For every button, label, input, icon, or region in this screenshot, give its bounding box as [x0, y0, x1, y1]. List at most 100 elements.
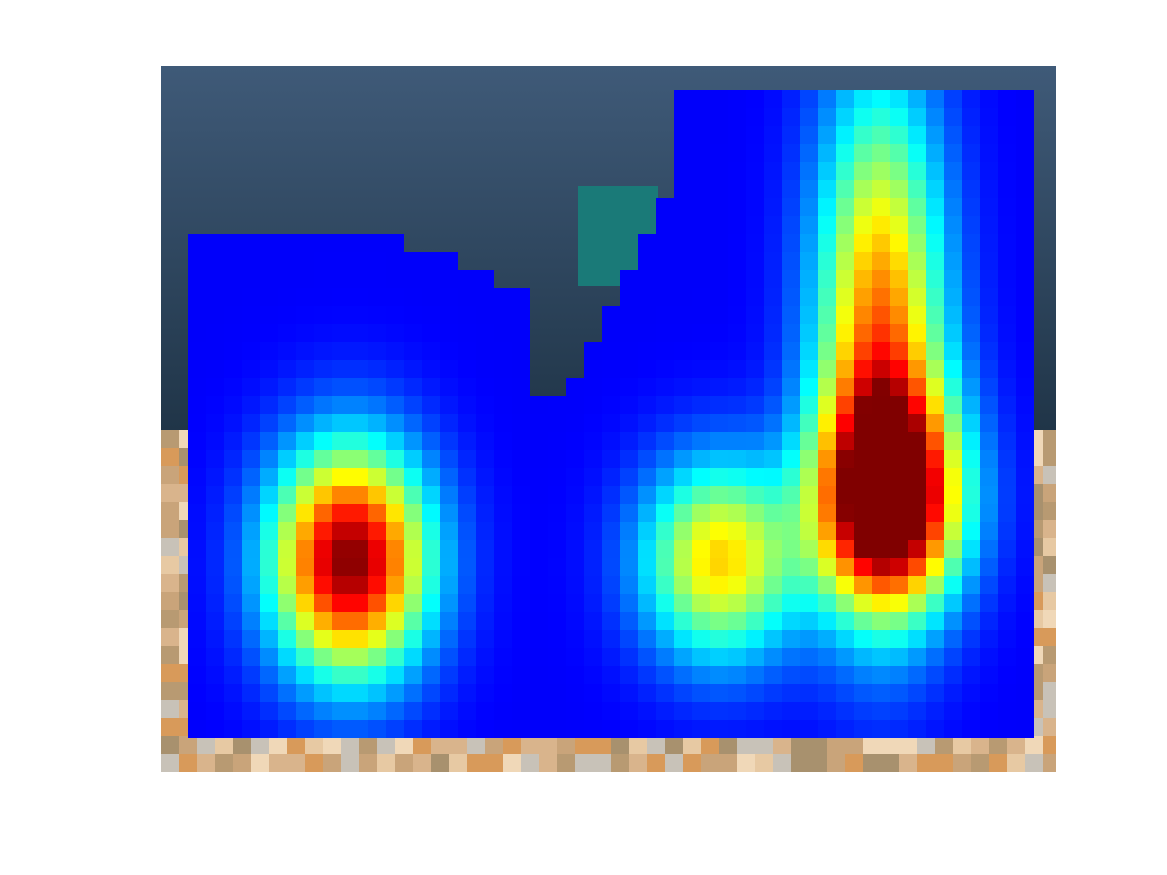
- heat-cell: [656, 396, 674, 414]
- heat-cell: [620, 702, 638, 720]
- heat-cell: [548, 396, 566, 414]
- heat-cell: [854, 378, 872, 396]
- heat-cell: [836, 342, 854, 360]
- heat-cell: [638, 558, 656, 576]
- heat-cell: [332, 648, 350, 666]
- heat-cell: [638, 504, 656, 522]
- heat-cell: [800, 486, 818, 504]
- heat-cell: [224, 630, 242, 648]
- heat-cell: [584, 612, 602, 630]
- heat-cell: [548, 468, 566, 486]
- heat-cell: [404, 594, 422, 612]
- heat-cell: [692, 198, 710, 216]
- heat-cell: [206, 468, 224, 486]
- heat-cell: [980, 630, 998, 648]
- ground-pixel: [683, 754, 701, 772]
- heat-cell: [224, 378, 242, 396]
- ground-pixel: [161, 628, 179, 646]
- heat-cell: [728, 720, 746, 738]
- heat-cell: [476, 666, 494, 684]
- heat-cell: [710, 522, 728, 540]
- heat-cell: [224, 648, 242, 666]
- heat-cell: [998, 126, 1016, 144]
- ground-pixel: [269, 754, 287, 772]
- heat-cell: [890, 558, 908, 576]
- heat-cell: [386, 324, 404, 342]
- heat-cell: [926, 252, 944, 270]
- heat-cell: [710, 378, 728, 396]
- heat-cell: [674, 630, 692, 648]
- heat-cell: [296, 648, 314, 666]
- heat-cell: [854, 288, 872, 306]
- heat-cell: [800, 666, 818, 684]
- heat-cell: [782, 342, 800, 360]
- heat-cell: [746, 270, 764, 288]
- heat-cell: [746, 126, 764, 144]
- heat-cell: [404, 486, 422, 504]
- heat-cell: [764, 432, 782, 450]
- heat-cell: [584, 594, 602, 612]
- heat-cell: [638, 360, 656, 378]
- heat-cell: [764, 234, 782, 252]
- heat-cell: [422, 342, 440, 360]
- heat-cell: [206, 324, 224, 342]
- heat-cell: [404, 450, 422, 468]
- heat-cell: [818, 396, 836, 414]
- heat-cell: [872, 198, 890, 216]
- heat-cell: [980, 270, 998, 288]
- heat-cell: [296, 288, 314, 306]
- heat-cell: [620, 684, 638, 702]
- heat-cell: [710, 414, 728, 432]
- heat-cell: [224, 612, 242, 630]
- heat-cell: [278, 450, 296, 468]
- heat-cell: [800, 576, 818, 594]
- heat-cell: [908, 126, 926, 144]
- heat-cell: [296, 720, 314, 738]
- heat-cell: [872, 414, 890, 432]
- heat-cell: [800, 342, 818, 360]
- heat-cell: [764, 288, 782, 306]
- heat-cell: [908, 684, 926, 702]
- heat-cell: [512, 432, 530, 450]
- heat-cell: [836, 630, 854, 648]
- heat-cell: [584, 666, 602, 684]
- heat-cell: [962, 126, 980, 144]
- heat-cell: [926, 720, 944, 738]
- heat-cell: [854, 396, 872, 414]
- heat-cell: [422, 558, 440, 576]
- heat-cell: [854, 522, 872, 540]
- heat-cell: [386, 540, 404, 558]
- heat-cell: [530, 486, 548, 504]
- heat-cell: [854, 306, 872, 324]
- heat-cell: [260, 540, 278, 558]
- heat-cell: [782, 522, 800, 540]
- ground-pixel: [251, 754, 269, 772]
- heat-cell: [548, 558, 566, 576]
- heat-cell: [746, 486, 764, 504]
- heat-cell: [818, 630, 836, 648]
- heat-cell: [332, 486, 350, 504]
- heat-cell: [440, 486, 458, 504]
- heat-cell: [656, 576, 674, 594]
- ground-pixel: [809, 754, 827, 772]
- heat-cell: [926, 396, 944, 414]
- heat-cell: [260, 360, 278, 378]
- ground-pixel: [1043, 466, 1056, 484]
- heat-cell: [422, 252, 440, 270]
- heat-cell: [422, 270, 440, 288]
- heat-cell: [872, 432, 890, 450]
- heat-cell: [872, 288, 890, 306]
- heat-cell: [584, 648, 602, 666]
- heat-cell: [836, 216, 854, 234]
- ground-pixel: [341, 736, 359, 754]
- ground-pixel: [323, 736, 341, 754]
- heat-cell: [926, 540, 944, 558]
- heat-cell: [368, 720, 386, 738]
- heat-cell: [494, 306, 512, 324]
- heat-cell: [188, 342, 206, 360]
- heat-cell: [890, 198, 908, 216]
- heat-cell: [458, 630, 476, 648]
- heat-cell: [638, 270, 656, 288]
- heat-cell: [566, 414, 584, 432]
- heat-cell: [854, 414, 872, 432]
